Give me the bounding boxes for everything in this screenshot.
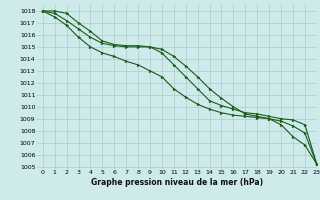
X-axis label: Graphe pression niveau de la mer (hPa): Graphe pression niveau de la mer (hPa)	[91, 178, 263, 187]
